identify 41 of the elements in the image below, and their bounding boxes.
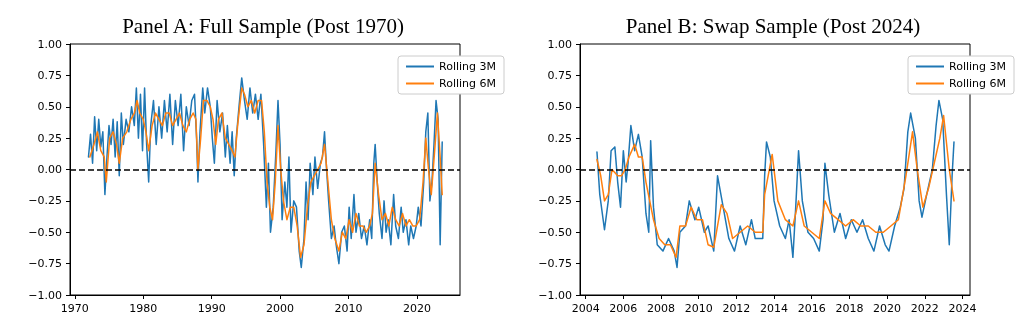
- x-tick-label: 2024: [948, 302, 977, 315]
- y-tick-label: 0.75: [37, 68, 62, 82]
- chart-title: Panel A: Full Sample (Post 1970): [122, 13, 404, 38]
- y-tick-label: −0.50: [28, 225, 62, 239]
- x-tick-label: 2012: [722, 302, 751, 315]
- y-tick-label: 0.00: [37, 163, 62, 176]
- x-tick-label: 2010: [334, 302, 363, 315]
- x-tick-label: 1970: [60, 302, 89, 315]
- legend-label: Rolling 3M: [439, 60, 497, 73]
- x-tick-label: 2018: [835, 302, 864, 315]
- y-tick-label: −0.75: [538, 257, 572, 271]
- chart-title: Panel B: Swap Sample (Post 2024): [625, 13, 921, 38]
- x-tick-label: 2004: [571, 302, 600, 315]
- x-tick-label: 2010: [684, 302, 713, 315]
- y-tick-label: −1.00: [538, 288, 572, 302]
- legend-label: Rolling 6M: [439, 77, 497, 90]
- x-tick-label: 2016: [797, 302, 826, 315]
- x-tick-label: 2022: [910, 302, 939, 315]
- y-tick-label: 0.50: [37, 100, 62, 114]
- y-tick-label: −0.50: [538, 225, 572, 239]
- y-tick-label: 1.00: [547, 37, 572, 51]
- x-tick-label: 2020: [402, 302, 431, 315]
- x-tick-label: 2014: [760, 302, 789, 315]
- y-tick-label: 0.00: [547, 163, 572, 176]
- legend-label: Rolling 6M: [949, 77, 1007, 90]
- legend-label: Rolling 3M: [949, 60, 1007, 73]
- y-tick-label: 0.25: [547, 131, 572, 145]
- y-tick-label: 0.75: [547, 68, 572, 82]
- x-tick-label: 2006: [609, 302, 638, 315]
- y-tick-label: −0.25: [28, 194, 62, 208]
- y-tick-label: −0.25: [538, 194, 572, 208]
- y-tick-label: 1.00: [37, 37, 62, 51]
- y-tick-label: −0.75: [28, 257, 62, 271]
- x-tick-label: 1980: [129, 302, 158, 315]
- y-tick-label: 0.50: [547, 100, 572, 114]
- x-tick-label: 2020: [873, 302, 902, 315]
- x-tick-label: 2008: [647, 302, 676, 315]
- x-tick-label: 1990: [197, 302, 226, 315]
- x-tick-label: 2000: [266, 302, 295, 315]
- y-tick-label: 0.25: [37, 131, 62, 145]
- y-tick-label: −1.00: [28, 288, 62, 302]
